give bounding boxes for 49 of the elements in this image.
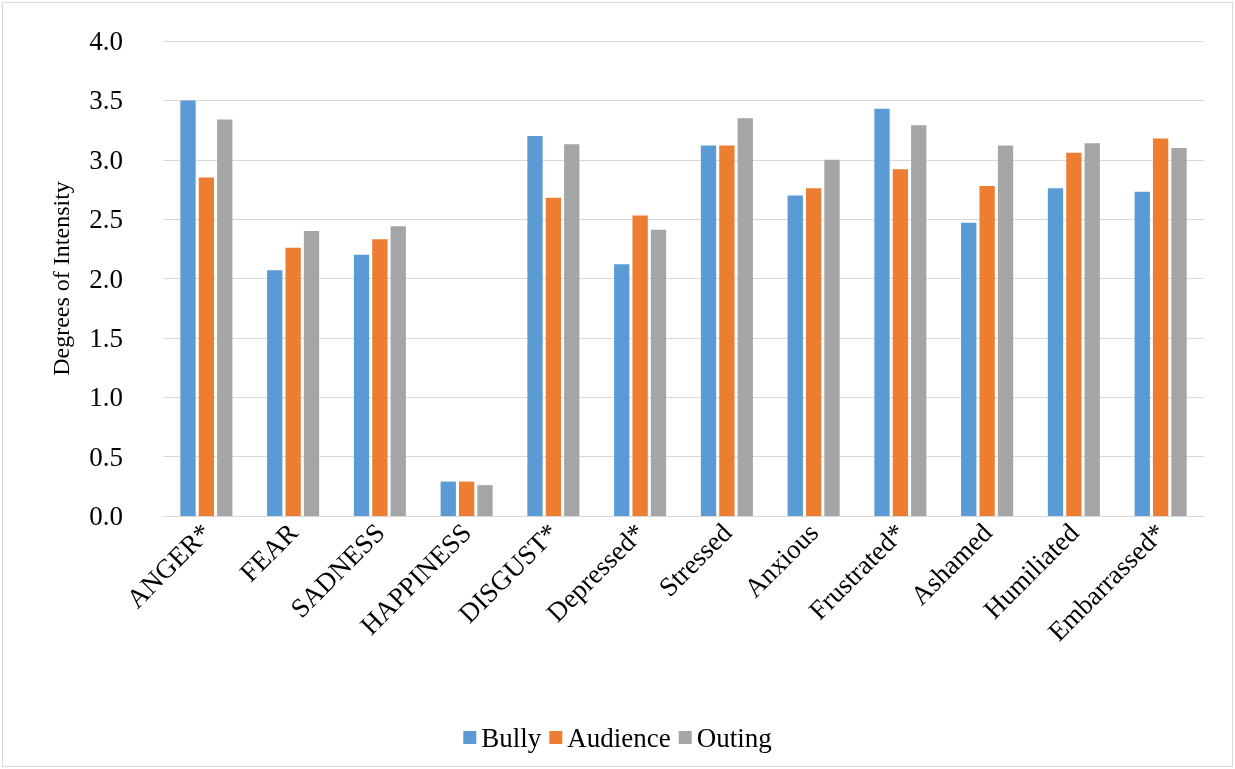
bar [267, 270, 283, 516]
bar [979, 185, 995, 516]
bar [372, 239, 388, 516]
y-tick-label: 0.5 [89, 441, 123, 472]
bar [961, 222, 977, 516]
bar [180, 100, 196, 516]
y-tick-label: 2.5 [89, 204, 123, 235]
y-tick-label: 3.5 [89, 85, 123, 116]
bar [824, 159, 840, 516]
y-tick-label: 1.0 [89, 382, 123, 413]
bar [303, 231, 320, 516]
bar [217, 119, 233, 516]
legend-label: Bully [481, 722, 542, 753]
bar [353, 254, 370, 516]
bar [440, 481, 456, 516]
bar [874, 108, 890, 516]
bar [1066, 152, 1082, 516]
bar [892, 169, 909, 516]
bar [805, 188, 822, 516]
bar [614, 264, 630, 516]
bar [1047, 188, 1064, 516]
y-tick-label: 1.5 [89, 322, 123, 353]
bar [545, 197, 562, 516]
bar [737, 118, 753, 516]
legend-label: Audience [567, 722, 671, 753]
legend-label: Outing [696, 722, 772, 753]
bar [719, 145, 735, 516]
bar [632, 215, 648, 516]
bar [787, 195, 803, 516]
bar [1171, 147, 1187, 516]
bar [564, 144, 580, 516]
bar [1152, 138, 1169, 516]
bar [911, 125, 927, 516]
bar [997, 145, 1014, 516]
y-tick-label: 4.0 [89, 26, 123, 56]
bar [477, 485, 493, 516]
bar [198, 177, 215, 516]
y-axis-title: Degrees of Intensity [48, 181, 74, 376]
bar [1134, 191, 1150, 516]
bar [527, 136, 543, 516]
y-tick-label: 2.0 [89, 263, 123, 294]
bar [700, 145, 717, 516]
y-tick-label: 3.0 [89, 144, 123, 175]
bar [390, 226, 406, 516]
bar [1084, 143, 1100, 516]
bar [650, 229, 667, 516]
bar [285, 247, 301, 516]
y-tick-label: 0.0 [89, 501, 123, 531]
bar [458, 481, 475, 516]
